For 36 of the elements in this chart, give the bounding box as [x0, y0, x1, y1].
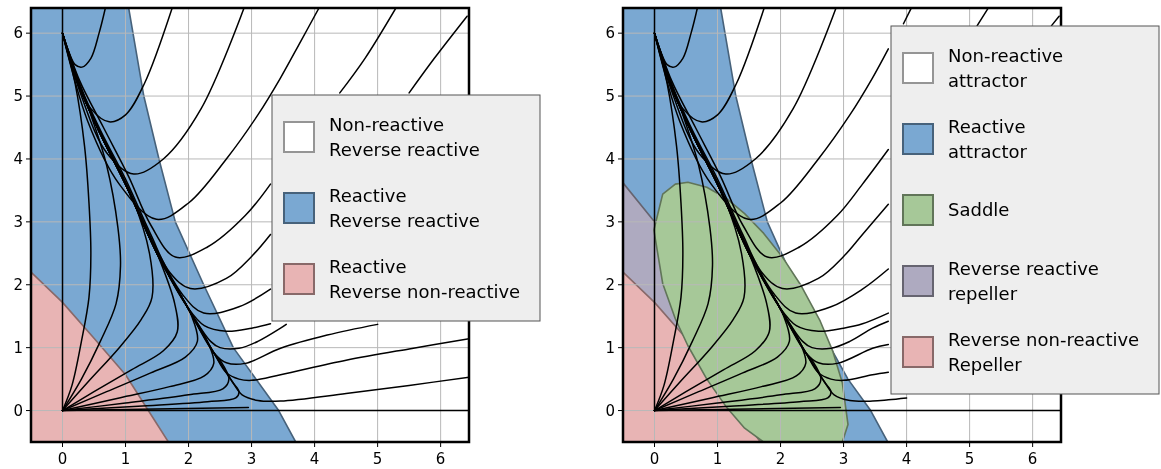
y-tick-label: 3 [13, 212, 23, 231]
y-tick-label: 6 [605, 24, 615, 43]
x-tick-label: 1 [120, 450, 131, 468]
y-tick-label: 2 [13, 275, 23, 294]
y-tick-label: 2 [605, 275, 615, 294]
y-tick-label: 1 [605, 338, 615, 357]
x-tick-label: 1 [712, 450, 723, 468]
x-tick-label: 6 [1027, 450, 1038, 468]
y-tick-label: 0 [605, 401, 615, 420]
x-tick-label: 4 [901, 450, 912, 468]
y-tick-label: 1 [13, 338, 23, 357]
legend-label: Reactive attractor [948, 115, 1028, 162]
x-tick-label: 4 [309, 450, 320, 468]
legend-label: Non-reactive Reverse reactive [329, 113, 480, 160]
y-tick-label: 5 [605, 87, 615, 106]
y-tick-label: 3 [605, 212, 615, 231]
x-tick-label: 2 [183, 450, 194, 468]
x-tick-label: 0 [57, 450, 68, 468]
y-tick-label: 6 [13, 24, 23, 43]
x-tick-label: 5 [372, 450, 383, 468]
x-tick-label: 5 [964, 450, 975, 468]
legend-label: Reactive Reverse reactive [329, 184, 480, 231]
x-tick-label: 3 [246, 450, 257, 468]
legend-label: Reactive Reverse non-reactive [329, 255, 521, 302]
y-tick-label: 4 [605, 149, 615, 168]
x-tick-label: 0 [649, 450, 660, 468]
legend-label: Saddle [948, 199, 1010, 220]
y-tick-label: 5 [13, 87, 23, 106]
x-tick-label: 6 [435, 450, 446, 468]
x-tick-label: 2 [775, 450, 786, 468]
x-tick-label: 3 [838, 450, 849, 468]
y-tick-label: 0 [13, 401, 23, 420]
legend-label: Non-reactive attractor [948, 44, 1064, 91]
y-tick-label: 4 [13, 149, 23, 168]
legend-label: Reverse reactive repeller [948, 257, 1099, 304]
legend-label: Reverse non-reactive Repeller [948, 328, 1140, 375]
